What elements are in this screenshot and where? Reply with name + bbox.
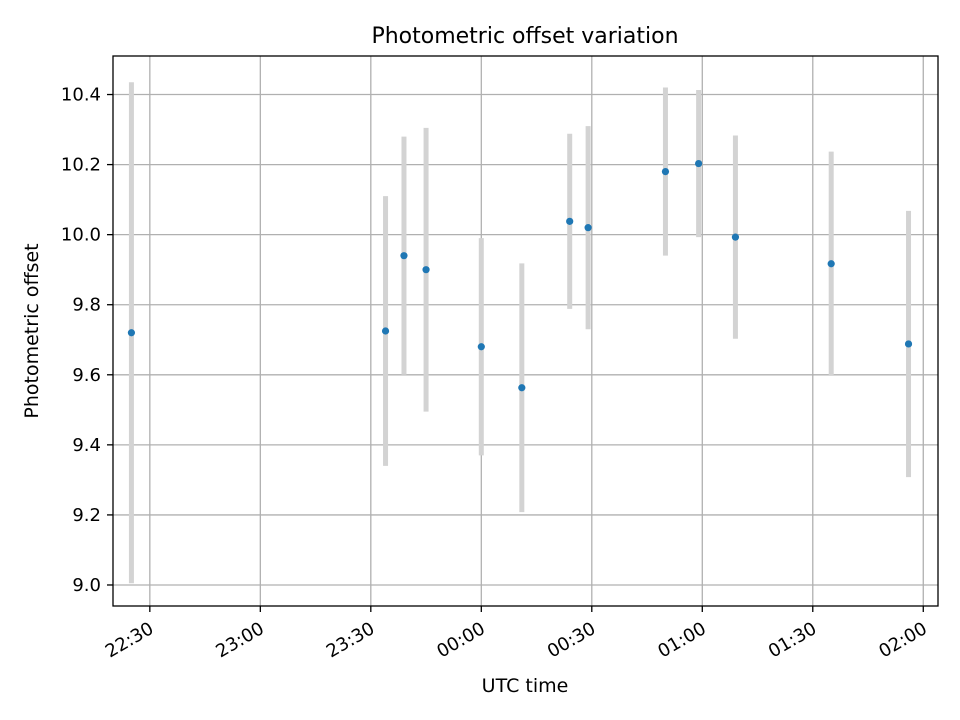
data-point [422, 266, 430, 274]
y-axis-label: Photometric offset [21, 243, 43, 418]
x-axis-label: UTC time [482, 675, 569, 697]
y-tick-label: 9.2 [72, 505, 101, 526]
plot-frame [112, 55, 939, 607]
data-point [584, 224, 592, 232]
data-point [127, 329, 136, 337]
y-tick-label: 9.4 [72, 435, 101, 456]
y-tick-label: 10.2 [61, 155, 101, 176]
data-point [381, 327, 390, 335]
data-point [827, 260, 835, 268]
data-point [695, 159, 703, 168]
data-point [400, 252, 408, 260]
chart-title: Photometric offset variation [371, 24, 678, 49]
grid-layer [113, 56, 938, 606]
point-layer [127, 159, 913, 392]
y-tick-label: 9.6 [72, 365, 101, 386]
data-point [518, 384, 526, 392]
data-point [566, 217, 574, 225]
data-point [731, 233, 740, 241]
data-point [477, 343, 485, 351]
y-tick-label: 10.4 [61, 85, 101, 106]
data-point [661, 168, 670, 176]
data-point [904, 340, 913, 348]
y-tick-layer: 9.0 9.2 9.4 9.6 9.8 10.0 10.2 10.4 [61, 85, 113, 596]
y-tick-label: 10.0 [61, 225, 101, 246]
y-tick-label: 9.0 [72, 575, 101, 596]
y-tick-label: 9.8 [72, 295, 101, 316]
